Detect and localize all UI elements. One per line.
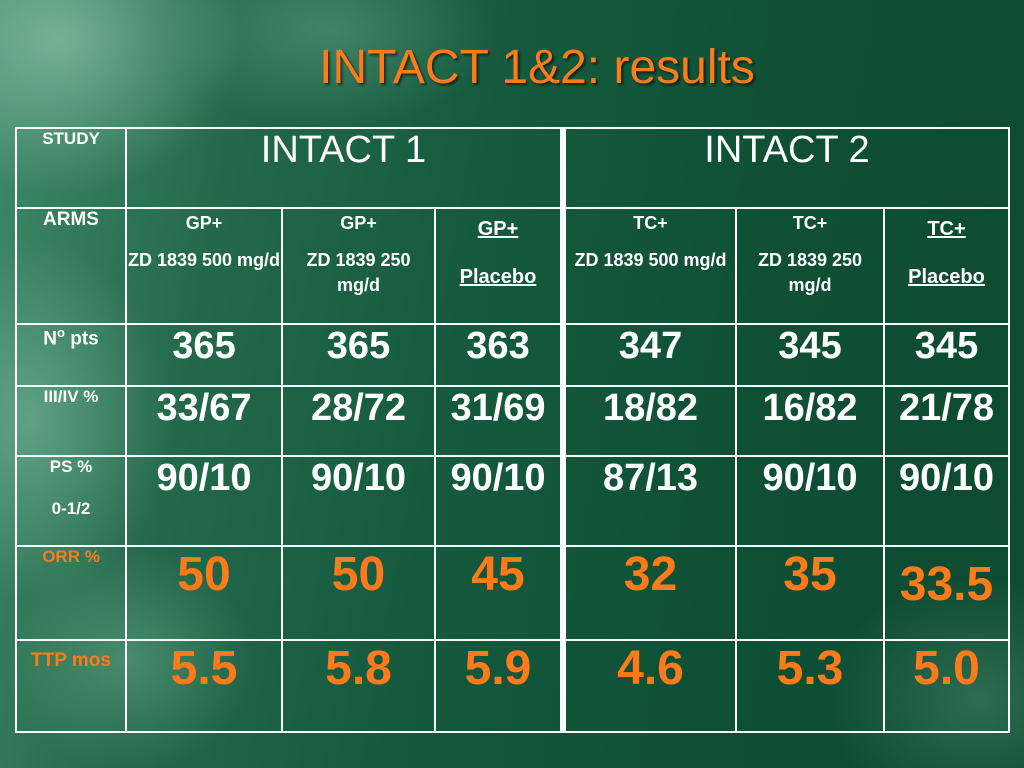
table-cell: 31/69 — [434, 385, 564, 457]
arm-regimen: GP+ — [340, 213, 377, 233]
table-cell: 90/10 — [281, 455, 436, 547]
row-label-arms: ARMS — [15, 207, 127, 325]
stage-row: III/IV % 33/67 28/72 31/69 18/82 16/82 2… — [15, 385, 1010, 457]
row-label-stage: III/IV % — [15, 385, 127, 457]
study-row: STUDY INTACT 1 INTACT 2 — [15, 127, 1010, 209]
table-cell: 5.8 — [281, 639, 436, 733]
time-to-progression-row: TTP mos 5.5 5.8 5.9 4.6 5.3 5.0 — [15, 639, 1010, 733]
table-cell: 5.5 — [125, 639, 283, 733]
performance-status-row: PS % 0-1/2 90/10 90/10 90/10 87/13 90/10 … — [15, 455, 1010, 547]
table-cell: 90/10 — [125, 455, 283, 547]
arm-cell: TC+ ZD 1839 250 mg/d — [735, 207, 885, 325]
arm-dose: ZD 1839 500 mg/d — [127, 249, 281, 270]
table-cell: 90/10 — [735, 455, 885, 547]
row-label-patients-rest: pts — [64, 328, 99, 350]
table-cell: 87/13 — [560, 455, 737, 547]
table-cell: 50 — [125, 545, 283, 641]
arm-cell: GP+ Placebo — [434, 207, 564, 325]
row-label-ttp: TTP mos — [15, 639, 127, 733]
arm-cell: GP+ ZD 1839 500 mg/d — [125, 207, 283, 325]
arm-regimen: TC+ — [792, 213, 828, 233]
arm-dose: Placebo — [459, 266, 537, 288]
arm-dose: ZD 1839 500 mg/d — [574, 249, 727, 270]
arms-row: ARMS GP+ ZD 1839 500 mg/d GP+ ZD 1839 250 … — [15, 207, 1010, 325]
arm-regimen: TC+ — [633, 213, 668, 233]
row-label-patients-n: N — [43, 328, 57, 350]
row-label-study: STUDY — [15, 127, 127, 209]
row-label-performance-status: PS % 0-1/2 — [15, 455, 127, 547]
arm-dose: ZD 1839 250 mg/d — [757, 249, 863, 295]
table-cell: 90/10 — [883, 455, 1010, 547]
row-label-ps-line2: 0-1/2 — [51, 499, 91, 518]
study-name-intact-2: INTACT 2 — [560, 127, 1010, 209]
row-label-patients: No pts — [15, 323, 127, 387]
row-label-ps-line1: PS % — [49, 457, 93, 476]
table-cell: 16/82 — [735, 385, 885, 457]
table-cell: 347 — [560, 323, 737, 387]
arm-cell: GP+ ZD 1839 250 mg/d — [281, 207, 436, 325]
arm-regimen: TC+ — [927, 218, 966, 240]
row-label-patients-superscript: o — [57, 325, 65, 340]
table-cell: 5.9 — [434, 639, 564, 733]
arm-dose: Placebo — [908, 266, 985, 288]
row-label-orr: ORR % — [15, 545, 127, 641]
table-cell: 50 — [281, 545, 436, 641]
table-cell: 32 — [560, 545, 737, 641]
table-cell: 363 — [434, 323, 564, 387]
table-cell: 28/72 — [281, 385, 436, 457]
arm-dose: ZD 1839 250 mg/d — [306, 249, 411, 295]
results-table: STUDY INTACT 1 INTACT 2 ARMS GP+ ZD 1839 … — [15, 127, 1010, 733]
table-cell: 45 — [434, 545, 564, 641]
arm-cell: TC+ Placebo — [883, 207, 1010, 325]
response-rate-row: ORR % 50 50 45 32 35 33.5 — [15, 545, 1010, 641]
table-cell: 4.6 — [560, 639, 737, 733]
table-cell: 345 — [735, 323, 885, 387]
table-cell: 345 — [883, 323, 1010, 387]
patients-row: No pts 365 365 363 347 345 345 — [15, 323, 1010, 387]
arm-regimen: GP+ — [185, 213, 223, 233]
arm-cell: TC+ ZD 1839 500 mg/d — [560, 207, 737, 325]
table-cell: 35 — [735, 545, 885, 641]
study-name-intact-1: INTACT 1 — [125, 127, 564, 209]
table-cell: 365 — [281, 323, 436, 387]
table-cell: 21/78 — [883, 385, 1010, 457]
table-cell: 33/67 — [125, 385, 283, 457]
table-cell: 18/82 — [560, 385, 737, 457]
table-cell: 33.5 — [883, 545, 1010, 641]
table-cell: 365 — [125, 323, 283, 387]
table-cell: 90/10 — [434, 455, 564, 547]
arm-regimen: GP+ — [477, 218, 519, 240]
table-cell: 5.3 — [735, 639, 885, 733]
slide-title: INTACT 1&2: results — [319, 41, 755, 94]
table-cell: 5.0 — [883, 639, 1010, 733]
